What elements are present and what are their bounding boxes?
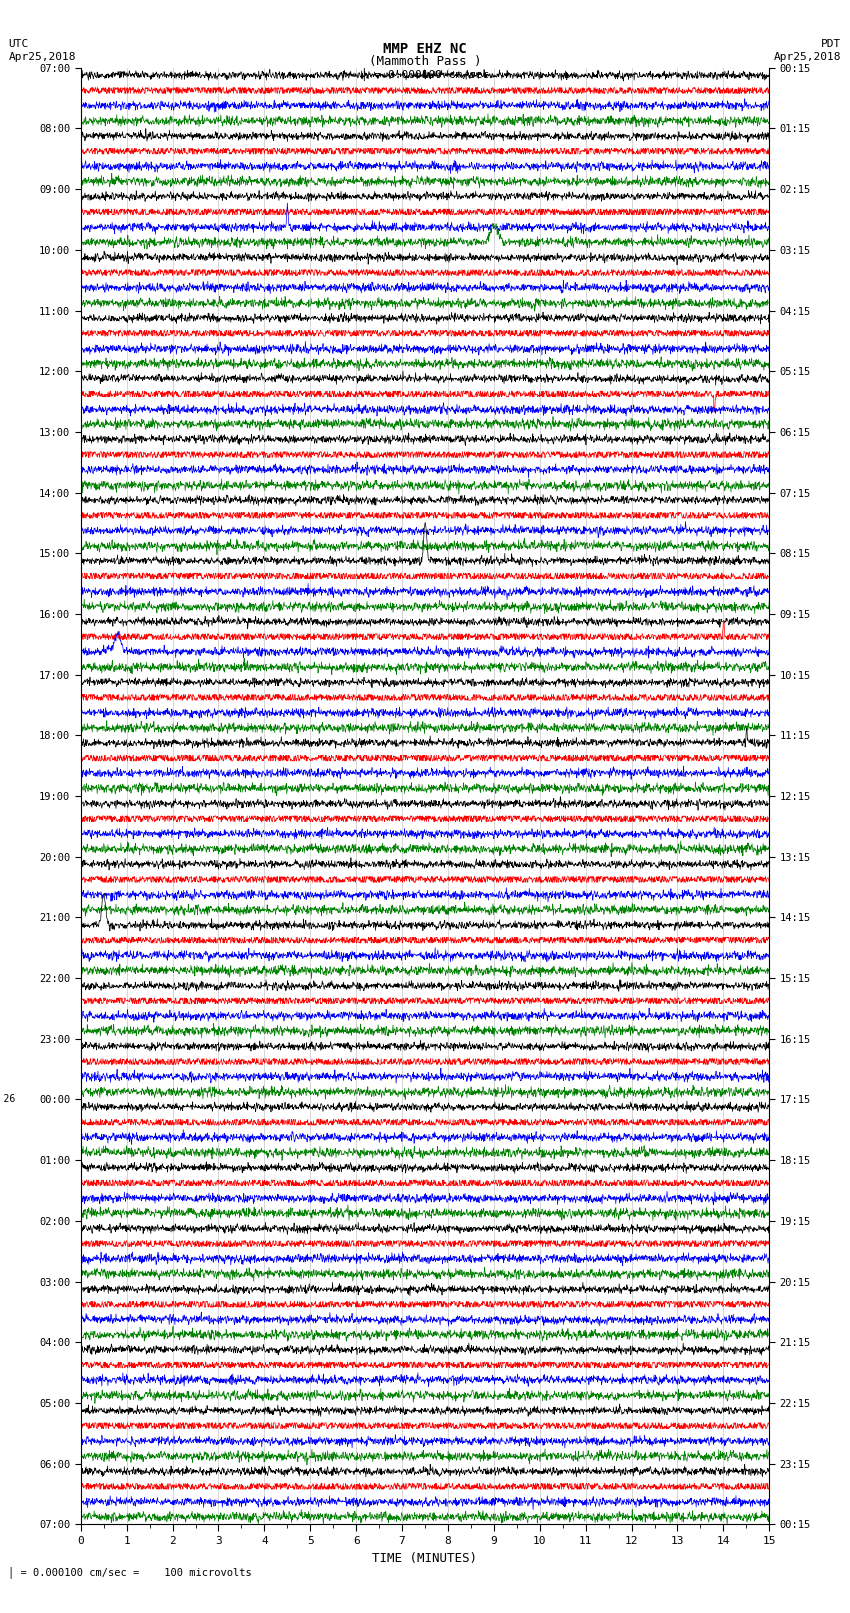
Text: PDT: PDT <box>821 39 842 48</box>
Text: Apr25,2018: Apr25,2018 <box>8 52 76 61</box>
Text: Apr 26: Apr 26 <box>0 1095 15 1105</box>
Text: │ = 0.000100 cm/sec =    100 microvolts: │ = 0.000100 cm/sec = 100 microvolts <box>8 1566 252 1578</box>
X-axis label: TIME (MINUTES): TIME (MINUTES) <box>372 1552 478 1565</box>
Text: │ = 0.000100 cm/sec: │ = 0.000100 cm/sec <box>361 68 489 81</box>
Text: MMP EHZ NC: MMP EHZ NC <box>383 42 467 56</box>
Text: UTC: UTC <box>8 39 29 48</box>
Text: Apr25,2018: Apr25,2018 <box>774 52 842 61</box>
Text: (Mammoth Pass ): (Mammoth Pass ) <box>369 55 481 68</box>
